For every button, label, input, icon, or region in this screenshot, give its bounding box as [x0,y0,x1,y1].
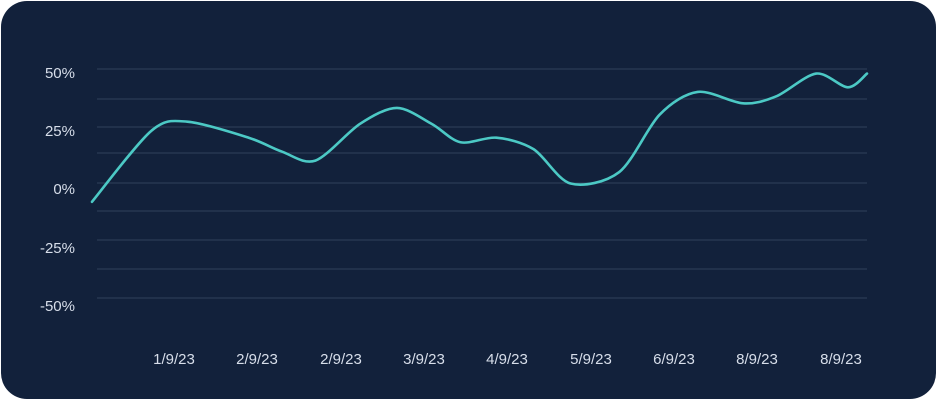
x-tick-label: 5/9/23 [570,351,612,368]
x-tick-label: 1/9/23 [153,351,195,368]
x-tick-label: 3/9/23 [403,351,445,368]
series-line [90,72,869,204]
y-tick-label: -25% [40,240,75,257]
x-tick-label: 8/9/23 [736,351,778,368]
y-tick-label: -50% [40,298,75,315]
y-tick-label: 0% [53,181,75,198]
x-tick-label: 6/9/23 [653,351,695,368]
x-tick-label: 8/9/23 [820,351,862,368]
x-tick-label: 2/9/23 [320,351,362,368]
y-tick-label: 50% [45,65,75,82]
x-tick-label: 4/9/23 [486,351,528,368]
x-axis-labels: 1/9/23 2/9/23 2/9/23 3/9/23 4/9/23 5/9/23 6/9/… [153,351,862,368]
y-axis-labels: 50% 25% 0% -25% -50% [40,65,75,315]
y-tick-label: 25% [45,123,75,140]
grid-lines [97,68,867,299]
x-tick-label: 2/9/23 [236,351,278,368]
